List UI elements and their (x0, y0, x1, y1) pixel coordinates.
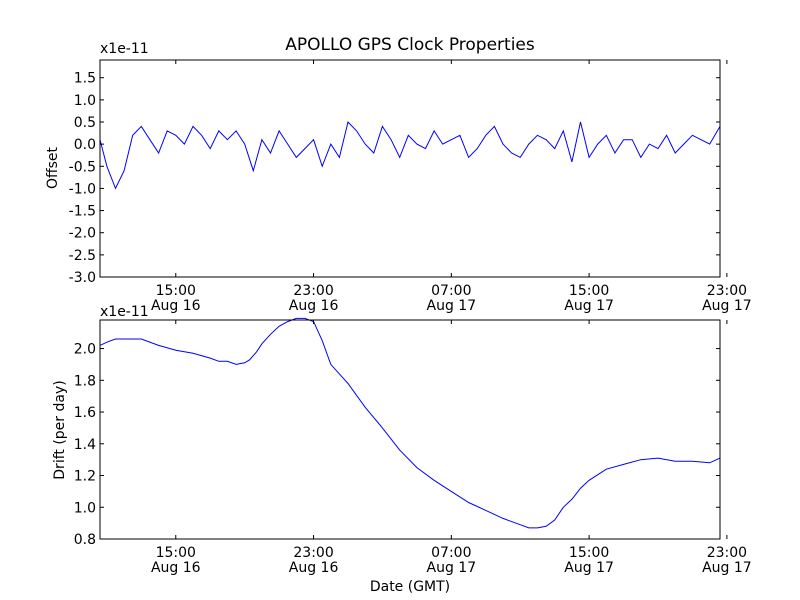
y-tick-label: 1.5 (74, 71, 96, 87)
x-tick-date: Aug 16 (289, 560, 339, 576)
figure-title: APOLLO GPS Clock Properties (285, 35, 535, 55)
offset-y-label: Offset (45, 146, 61, 189)
offset-multiplier: x1e-11 (100, 41, 149, 57)
offset-line (99, 120, 721, 190)
y-tick-label: -2.0 (69, 226, 96, 242)
x-tick-date: Aug 16 (151, 298, 201, 314)
y-tick-label: 1.0 (74, 93, 96, 109)
x-tick-time: 15:00 (156, 283, 196, 299)
x-tick-time: 23:00 (707, 283, 747, 299)
x-tick-time: 23:00 (707, 545, 747, 561)
drift-multiplier: x1e-11 (100, 304, 149, 320)
x-tick-time: 23:00 (293, 545, 333, 561)
x-tick-time: 15:00 (569, 545, 609, 561)
y-tick-label: -2.5 (69, 248, 96, 264)
x-tick-date: Aug 17 (702, 298, 752, 314)
x-tick-time: 15:00 (569, 283, 609, 299)
x-tick-time: 15:00 (156, 545, 196, 561)
offset-axes: -3.0 -2.5 -2.0 -1.5 -1.0 -0.5 0.0 0.5 1.0 1.5 15:… (45, 41, 752, 314)
drift-y-ticks: 0.8 1.0 1.2 1.4 1.6 1.8 2.0 (74, 342, 720, 548)
y-tick-label: 1.4 (74, 437, 96, 453)
y-tick-label: 1.2 (74, 469, 96, 485)
y-tick-label: -3.0 (69, 270, 96, 286)
x-tick-date: Aug 17 (564, 560, 614, 576)
x-tick-date: Aug 16 (289, 298, 339, 314)
x-tick-date: Aug 17 (427, 560, 477, 576)
drift-line (99, 317, 721, 529)
x-tick-date: Aug 16 (151, 560, 201, 576)
y-tick-label: 2.0 (74, 342, 96, 358)
x-axis-label: Date (GMT) (370, 579, 450, 595)
y-tick-label: 1.8 (74, 373, 96, 389)
drift-plot-frame (99, 319, 721, 540)
x-tick-time: 07:00 (431, 545, 471, 561)
x-tick-time: 07:00 (431, 283, 471, 299)
y-tick-label: -1.0 (69, 181, 96, 197)
y-tick-label: -0.5 (69, 159, 96, 175)
x-tick-time: 23:00 (293, 283, 333, 299)
drift-y-label: Drift (per day) (52, 380, 68, 479)
offset-y-ticks: -3.0 -2.5 -2.0 -1.5 -1.0 -0.5 0.0 0.5 1.0 1.5 (69, 71, 720, 286)
y-tick-label: 1.6 (74, 405, 96, 421)
x-tick-date: Aug 17 (564, 298, 614, 314)
offset-plot-frame (99, 59, 721, 278)
y-tick-label: -1.5 (69, 204, 96, 220)
y-tick-label: 0.5 (74, 115, 96, 131)
y-tick-label: 0.0 (74, 137, 96, 153)
y-tick-label: 0.8 (74, 532, 96, 548)
x-tick-date: Aug 17 (702, 560, 752, 576)
y-tick-label: 1.0 (74, 500, 96, 516)
x-tick-date: Aug 17 (427, 298, 477, 314)
